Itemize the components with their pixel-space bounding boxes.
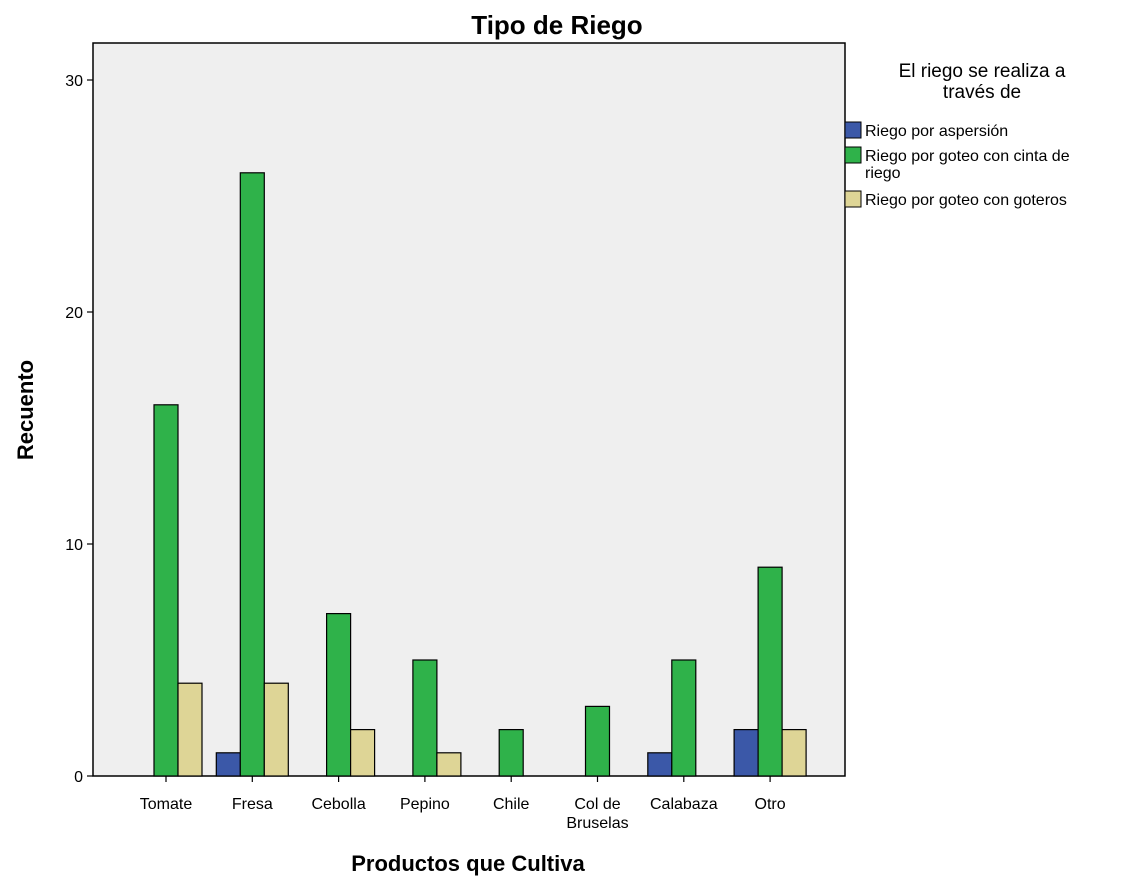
bar (498, 728, 524, 777)
x-tick-label: Calabaza (650, 796, 718, 813)
bar (584, 705, 611, 777)
bar (239, 172, 265, 777)
bar (412, 659, 438, 777)
bar (671, 659, 697, 777)
bar (326, 612, 352, 777)
bar (781, 728, 807, 777)
y-tick-label: 30 (65, 73, 83, 90)
y-axis-title: Recuento (13, 360, 38, 460)
x-tick-label: Fresa (232, 796, 273, 813)
bar (733, 728, 759, 777)
legend-swatch (844, 190, 862, 208)
x-tick-label: Otro (755, 796, 786, 813)
y-axis: 0 10 20 30 (65, 73, 93, 786)
bar (436, 752, 462, 777)
y-tick-label: 20 (65, 305, 83, 322)
plot-area (92, 42, 846, 777)
legend-label: Riego por goteo con cinta de riego (865, 148, 1070, 182)
legend: El riego se realiza a través de Riego por … (844, 61, 1070, 209)
legend-swatch (844, 146, 862, 164)
x-tick-label: Tomate (140, 796, 193, 813)
chart-title: Tipo de Riego (471, 10, 642, 40)
x-tick-label: Chile (493, 796, 530, 813)
x-tick-label: Col de Bruselas (566, 796, 628, 832)
x-tick-label: Pepino (400, 796, 450, 813)
bar (350, 728, 376, 777)
bar (263, 682, 289, 777)
bar (647, 752, 673, 777)
legend-swatch (844, 121, 862, 139)
bars-group (153, 172, 807, 777)
y-tick-label: 0 (74, 769, 83, 786)
bar (153, 404, 179, 777)
bar (215, 752, 241, 777)
bar (177, 682, 203, 777)
legend-label: Riego por goteo con goteros (865, 192, 1067, 209)
y-tick-label: 10 (65, 537, 83, 554)
bar (757, 566, 783, 777)
legend-label: Riego por aspersión (865, 123, 1008, 140)
x-tick-label: Cebolla (311, 796, 365, 813)
legend-title: El riego se realiza a través de (899, 61, 1066, 103)
x-axis-title: Productos que Cultiva (351, 851, 585, 876)
x-axis: Tomate Fresa Cebolla Pepino Chile Col de Bruse… (140, 776, 786, 832)
